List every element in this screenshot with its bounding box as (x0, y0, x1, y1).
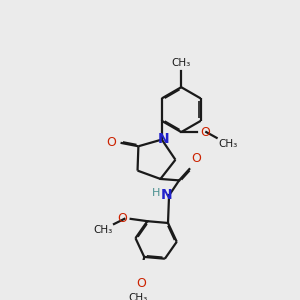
Text: O: O (200, 126, 210, 139)
Text: O: O (191, 152, 201, 165)
Text: N: N (158, 132, 169, 146)
Text: O: O (136, 277, 146, 290)
Text: N: N (161, 188, 172, 202)
Text: CH₃: CH₃ (128, 293, 148, 300)
Text: CH₃: CH₃ (219, 139, 238, 149)
Text: CH₃: CH₃ (172, 58, 191, 68)
Text: H: H (152, 188, 160, 198)
Text: O: O (106, 136, 116, 149)
Text: CH₃: CH₃ (94, 225, 113, 235)
Text: O: O (117, 212, 127, 225)
